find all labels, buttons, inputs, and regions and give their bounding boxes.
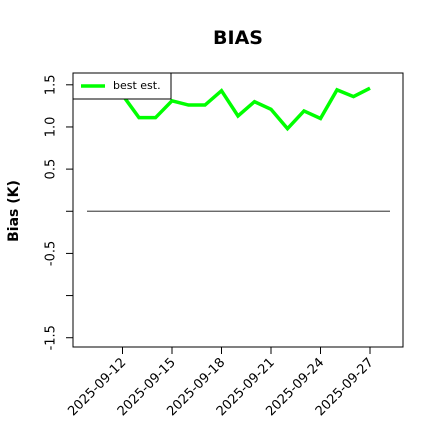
y-tick-label: 0.5 — [44, 159, 59, 180]
plot-frame — [72, 72, 404, 348]
y-tick-label: -1.5 — [44, 325, 59, 350]
y-tick-label: 1.5 — [44, 74, 59, 95]
chart-title: BIAS — [213, 27, 263, 49]
data-line — [121, 86, 371, 132]
y-tick-label: -0.5 — [44, 241, 59, 266]
legend-label: best est. — [113, 79, 161, 92]
y-axis-label: Bias (K) — [6, 180, 22, 242]
y-tick-label: 1.0 — [44, 117, 59, 138]
